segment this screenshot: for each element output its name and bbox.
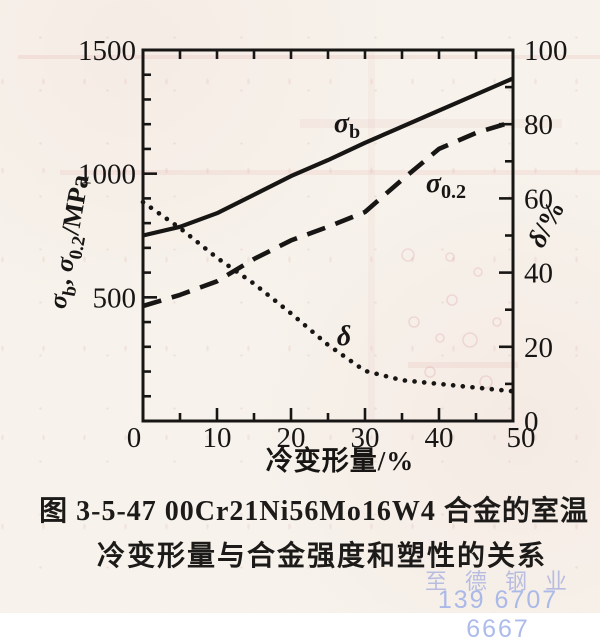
scan-circle-artifact [446, 294, 458, 306]
x-tick-label: 50 [507, 422, 536, 454]
left-tick-label: 1500 [78, 35, 136, 67]
watermark-phone-number: 139 6707 6667 [437, 586, 559, 643]
scan-circle-artifact [445, 252, 455, 262]
x-tick-label: 10 [203, 422, 232, 454]
x-axis-title: 冷变形量/% [266, 445, 415, 476]
watermark-company-name: 至德钢业 [424, 569, 585, 594]
plot-frame [141, 48, 515, 423]
scan-circle-artifact [408, 316, 420, 328]
right-tick-label: 60 [524, 183, 553, 215]
scan-circle-artifact [401, 248, 415, 262]
right-tick-label: 0 [524, 406, 539, 438]
left-tick-label: 1000 [78, 159, 136, 191]
series-delta [140, 199, 516, 394]
right-tick-label: 20 [524, 332, 553, 364]
figure-caption-line1: 图 3-5-47 00Cr21Ni56Mo16W4 合金的室温 [39, 496, 589, 527]
x-tick-label: 40 [425, 422, 454, 454]
x-tick-label: 30 [351, 422, 380, 454]
series-sigma_0.2 [142, 119, 514, 309]
left-tick-label: 500 [93, 282, 137, 314]
series-label-sigma_0.2: σ0.2 [426, 168, 466, 202]
right-tick-label: 80 [524, 109, 553, 141]
scan-circle-artifact [435, 333, 445, 343]
scan-circle-artifact [479, 375, 493, 389]
series-label-sigma_b: σb [334, 108, 360, 142]
figure-caption-line2: 冷变形量与合金强度和塑性的关系 [96, 541, 547, 572]
line-chart: 0 10 20 30 40 50 500 1000 1500 0 20 40 60 80 100 冷变形量/%… [43, 35, 571, 476]
scan-circle-artifact [462, 332, 478, 348]
left-axis-title: σb, σ0.2/MPa [43, 172, 101, 312]
series-sigma_b [142, 76, 514, 238]
series-label-delta: δ [337, 321, 351, 352]
right-tick-label: 100 [524, 35, 568, 67]
x-tick-label: 20 [277, 422, 306, 454]
scan-circle-artifact [473, 267, 483, 277]
scan-circle-artifact [492, 317, 502, 327]
right-tick-label: 40 [524, 258, 553, 290]
scan-circle-artifact [424, 366, 436, 378]
x-tick-label: 0 [127, 422, 142, 454]
